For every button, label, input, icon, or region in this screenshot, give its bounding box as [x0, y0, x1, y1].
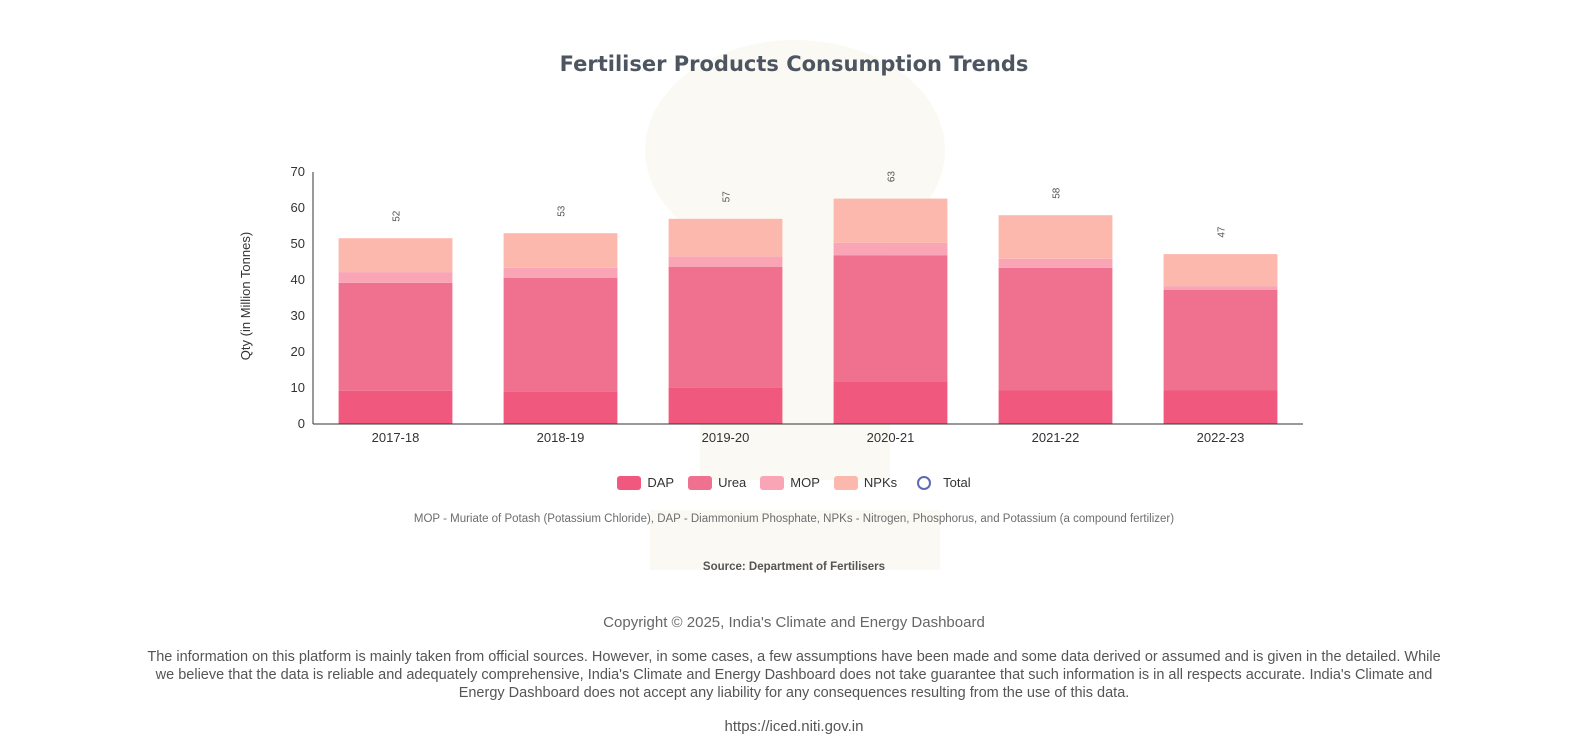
x-tick-label-2018-19: 2018-19	[537, 430, 585, 445]
bar-urea-2020-21[interactable]	[833, 255, 948, 382]
x-tick-label-2017-18: 2017-18	[372, 430, 420, 445]
legend-label-npks: NPKs	[863, 475, 898, 490]
legend-item-npks[interactable]: NPKs	[833, 475, 898, 490]
chart-title: Fertiliser Products Consumption Trends	[559, 52, 1029, 76]
legend-item-urea[interactable]: Urea	[688, 475, 746, 490]
bar-mop-2017-18[interactable]	[338, 272, 453, 283]
source-text: Source: Department of Fertilisers	[702, 561, 886, 573]
bar-dap-2018-19[interactable]	[503, 391, 618, 424]
legend-item-mop[interactable]: MOP	[760, 475, 820, 490]
total-label-2022-23: 47	[1217, 226, 1228, 238]
abbreviation-note: MOP - Muriate of Potash (Potassium Chlor…	[413, 513, 1175, 525]
total-label-2019-20: 57	[722, 191, 733, 203]
legend-swatch-mop	[760, 475, 785, 490]
chart: 52 2017-18 53 2018-19 57 2019-20 63 2020-21 58 20…	[238, 164, 1303, 445]
legend-swatch-urea	[688, 475, 713, 490]
x-tick-label-2020-21: 2020-21	[867, 430, 915, 445]
bar-mop-2018-19[interactable]	[503, 267, 618, 278]
legend-label-total: Total	[943, 475, 971, 490]
total-label-2017-18: 52	[392, 210, 403, 222]
legend-item-total[interactable]: Total	[911, 475, 971, 490]
bar-urea-2018-19[interactable]	[503, 277, 618, 392]
bar-npks-2022-23[interactable]	[1163, 254, 1278, 287]
bar-npks-2019-20[interactable]	[668, 218, 783, 257]
y-tick-label-70: 70	[291, 164, 305, 179]
total-label-2018-19: 53	[557, 205, 568, 217]
y-tick-label-20: 20	[291, 344, 305, 359]
legend-label-urea: Urea	[718, 475, 747, 490]
bar-npks-2020-21[interactable]	[833, 198, 948, 243]
legend-swatch-dap	[617, 475, 642, 490]
total-label-2020-21: 63	[887, 171, 898, 183]
bar-dap-2017-18[interactable]	[338, 390, 453, 424]
site-url[interactable]: https://iced.niti.gov.in	[724, 718, 864, 735]
bar-npks-2018-19[interactable]	[503, 233, 618, 268]
y-tick-label-60: 60	[291, 200, 305, 215]
bar-urea-2022-23[interactable]	[1163, 289, 1278, 391]
y-tick-label-0: 0	[298, 416, 305, 431]
bar-mop-2019-20[interactable]	[668, 256, 783, 267]
total-label-2021-22: 58	[1052, 187, 1063, 199]
legend: DAP Urea MOP NPKs Total	[0, 475, 1588, 490]
legend-label-dap: DAP	[647, 475, 675, 490]
bar-mop-2020-21[interactable]	[833, 242, 948, 256]
bar-npks-2021-22[interactable]	[998, 215, 1113, 259]
bar-urea-2019-20[interactable]	[668, 266, 783, 388]
copyright-text: Copyright © 2025, India's Climate and En…	[603, 614, 985, 631]
y-tick-label-10: 10	[291, 380, 305, 395]
bar-urea-2017-18[interactable]	[338, 282, 453, 391]
x-tick-label-2021-22: 2021-22	[1032, 430, 1080, 445]
legend-swatch-npks	[833, 475, 858, 490]
x-tick-label-2022-23: 2022-23	[1197, 430, 1245, 445]
bar-urea-2021-22[interactable]	[998, 267, 1113, 391]
bar-dap-2019-20[interactable]	[668, 387, 783, 424]
legend-label-mop: MOP	[790, 475, 820, 490]
bar-mop-2022-23[interactable]	[1163, 286, 1278, 290]
bar-dap-2021-22[interactable]	[998, 390, 1113, 425]
y-tick-label-30: 30	[291, 308, 305, 323]
x-tick-label-2019-20: 2019-20	[702, 430, 750, 445]
disclaimer-text: The information on this platform is main…	[147, 649, 1441, 701]
y-tick-label-40: 40	[291, 272, 305, 287]
bar-npks-2017-18[interactable]	[338, 238, 453, 272]
legend-item-dap[interactable]: DAP	[617, 475, 674, 490]
y-tick-label-50: 50	[291, 236, 305, 251]
bar-mop-2021-22[interactable]	[998, 258, 1113, 268]
bar-dap-2022-23[interactable]	[1163, 390, 1278, 425]
bar-dap-2020-21[interactable]	[833, 381, 948, 424]
y-axis-label: Qty (in Million Tonnes)	[238, 232, 253, 360]
legend-marker-total	[917, 475, 932, 490]
